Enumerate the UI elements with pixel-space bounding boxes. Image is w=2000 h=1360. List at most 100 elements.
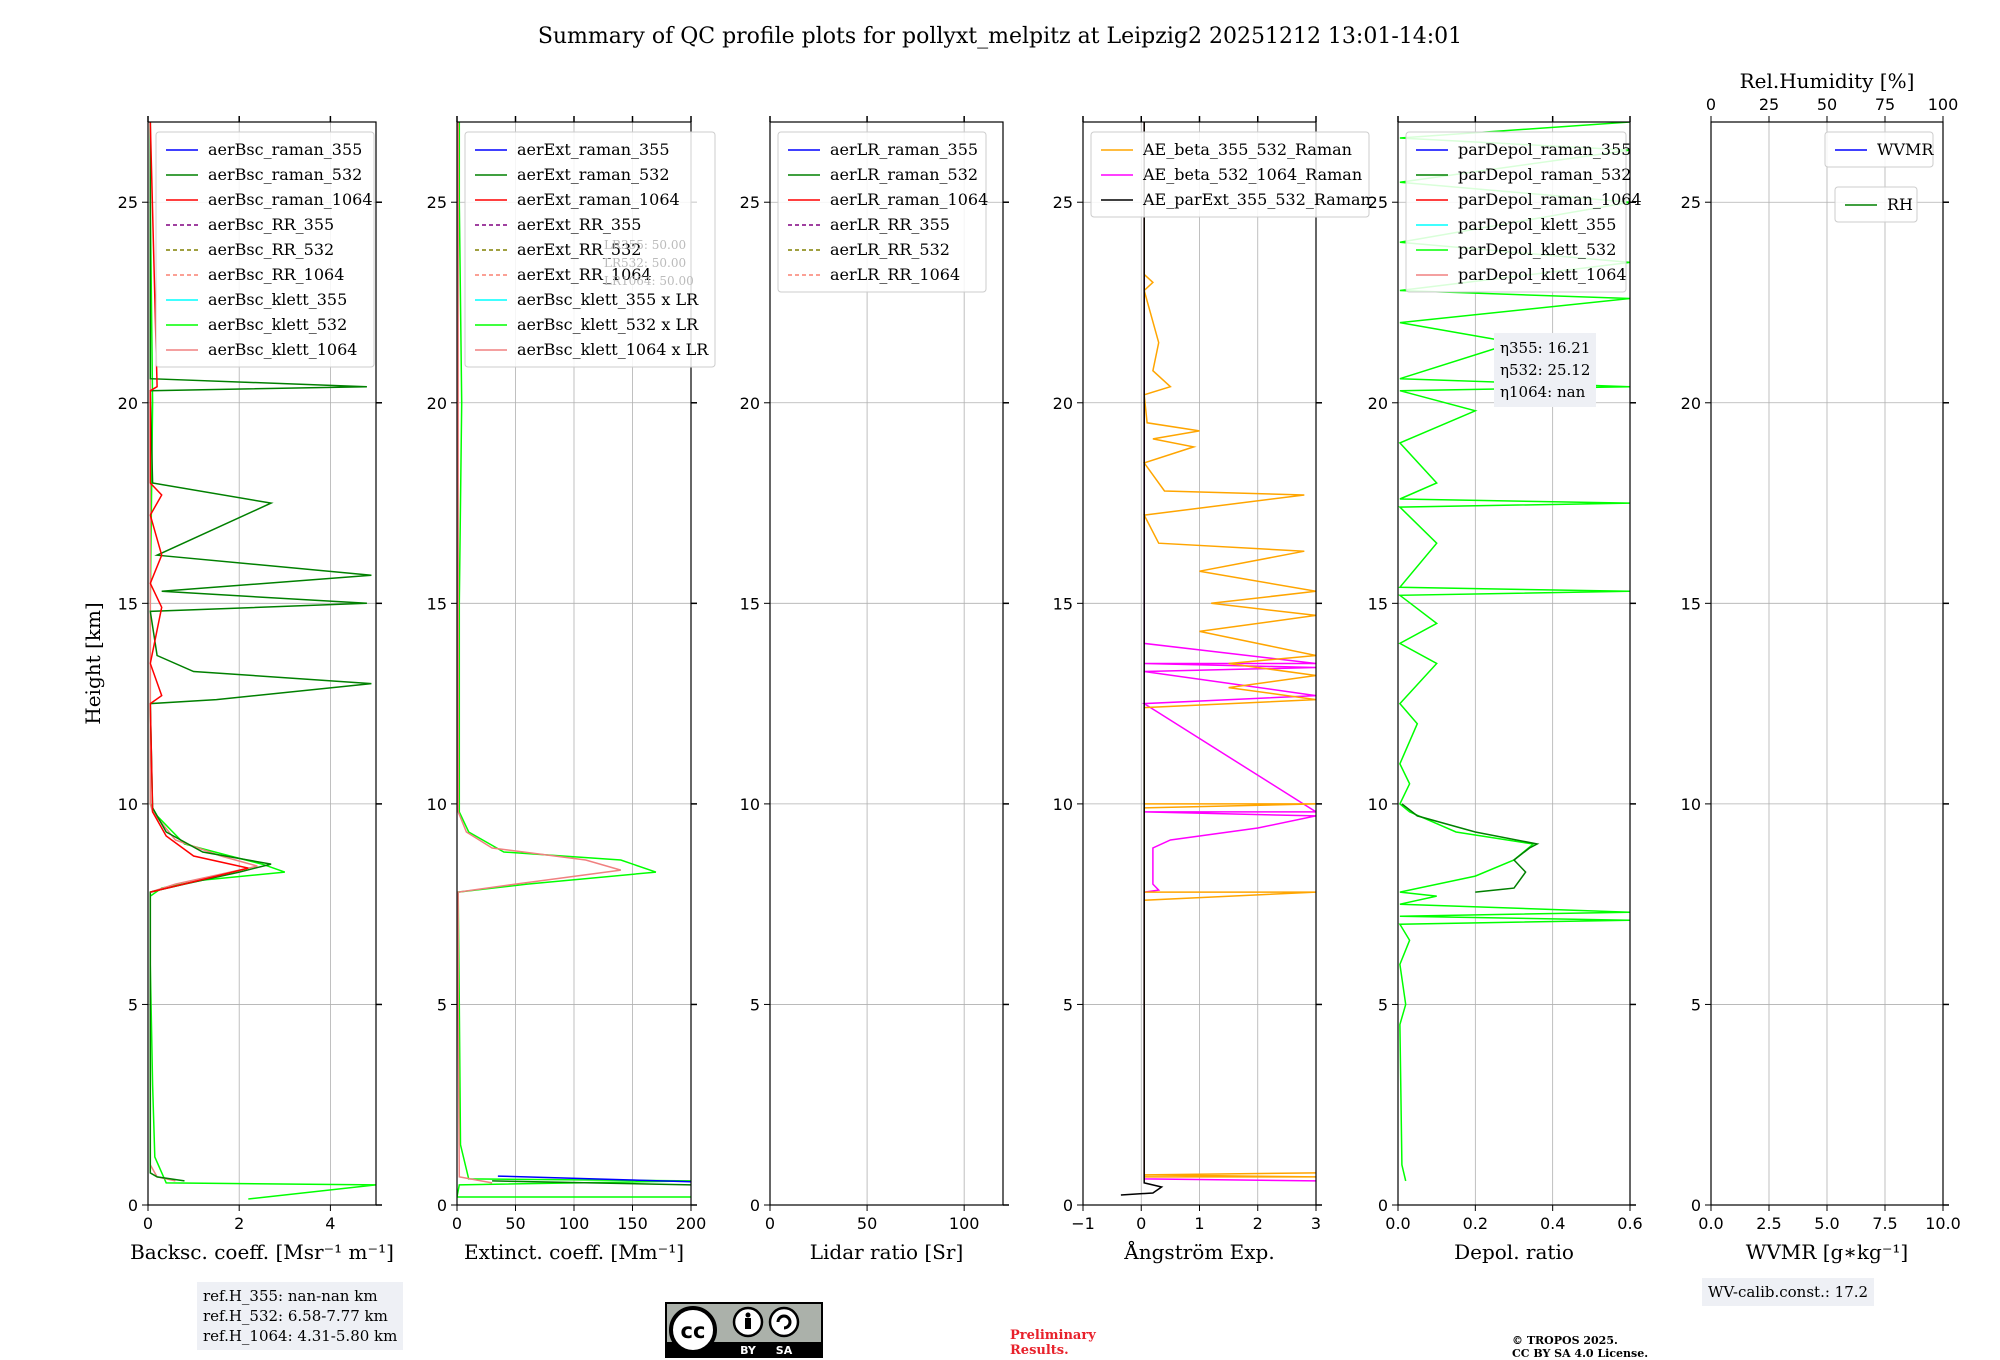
legend-depol: parDepol_raman_355 parDepol_raman_532 parD… [1405,131,1642,293]
x-tick-label: 0 [765,1214,775,1233]
y-tick-label: 10 [1368,795,1388,814]
legend-label: parDepol_klett_355 [1458,215,1616,234]
y-tick-label: 20 [1053,394,1073,413]
sa-icon-arrow [776,1314,792,1330]
legend-lr: aerLR_raman_355 aerLR_raman_532 aerLR_rama… [777,131,988,293]
y-tick-label: 10 [1053,795,1073,814]
legend-label: aerBsc_raman_532 [208,165,362,184]
x-tick-label: 0 [1136,1214,1146,1233]
x-tick-label: 0.2 [1463,1214,1488,1233]
lr-532: LR532: 50.00 [604,256,687,270]
copyright-line-2: CC BY SA 4.0 License. [1512,1347,1649,1360]
refh-355: ref.H_355: nan-nan km [203,1287,378,1305]
lr-1064: LR1064: 50.00 [604,274,694,288]
y-tick-label: 25 [740,193,760,212]
series-AE_parExt_355_532_Raman [1120,122,1164,1196]
y-tick-label: 0 [128,1196,138,1215]
y-tick-label: 15 [1053,594,1073,613]
series-parDepol_klett_532 [1398,122,1630,1182]
y-tick-label: 5 [128,995,138,1014]
panel-lr: 0 50 100 0 5 10 15 20 25 Lidar ratio [Sr] aerLR_ra… [740,116,1009,1264]
legend-label: aerLR_RR_355 [830,215,950,234]
x-tick-label: 0.6 [1617,1214,1642,1233]
y-tick-label: 0 [1691,1196,1701,1215]
y-tick-label: 25 [118,193,138,212]
top-x-tick-label: 100 [1928,95,1959,114]
legend-frame [1824,131,1934,168]
series-parDepol_raman_532 [1401,803,1540,893]
panel-wv: 0.0 2.5 5.0 7.5 10.0 0 5 10 15 20 25 WVMR [g∗kg⁻¹] 0… [1681,69,1961,1264]
y-tick-label: 15 [740,594,760,613]
legend-label: parDepol_raman_532 [1458,165,1631,184]
legend-ae: AE_beta_355_532_Raman AE_beta_532_1064_Ra… [1090,131,1371,218]
legend-label: parDepol_klett_532 [1458,240,1616,259]
legend-label: aerLR_raman_1064 [830,190,988,209]
y-tick-label: 10 [1681,795,1701,814]
legend-label: parDepol_klett_1064 [1458,265,1627,284]
eta-355: η355: 16.21 [1500,339,1591,357]
eta-note: η355: 16.21 η532: 25.12 η1064: nan [1494,333,1597,407]
panel-ext: 0 50 100 150 200 0 5 10 15 20 25 Extinct. coeff. [M… [427,116,716,1264]
axes-frame [769,121,1004,1206]
legend-label: aerBsc_RR_1064 [208,265,344,284]
top-x-tick-label: 75 [1875,95,1895,114]
legend-label: aerLR_RR_532 [830,240,950,259]
legend-frame [155,131,375,368]
series-aerBsc_klett_1064 x LR [457,122,622,1184]
legend-label: parDepol_raman_1064 [1458,190,1642,209]
y-tick-label: 10 [118,795,138,814]
eta-1064: η1064: nan [1500,383,1586,401]
legend-label: AE_parExt_355_532_Raman [1142,190,1371,209]
top-axis-label: Rel.Humidity [%] [1740,69,1915,93]
refh-1064: ref.H_1064: 4.31-5.80 km [203,1327,398,1345]
legend-label: aerExt_RR_1064 [517,265,652,284]
legend-label: WVMR [1877,140,1934,159]
legend-label: aerExt_raman_355 [517,140,670,159]
x-axis-label: Lidar ratio [Sr] [810,1240,964,1264]
y-tick-label: 25 [427,193,447,212]
y-tick-label: 5 [1378,995,1388,1014]
x-tick-label: −1 [1071,1214,1095,1233]
legend-label: aerBsc_klett_532 x LR [517,315,699,334]
by-icon-body [745,1318,751,1329]
y-axis-label: Height [km] [81,602,105,724]
legend-label: aerLR_RR_1064 [830,265,960,284]
y-tick-label: 15 [118,594,138,613]
legend-frame [777,131,987,293]
axes-frame [147,121,377,1206]
legend-label: AE_beta_532_1064_Raman [1142,165,1362,184]
cc-sa-label: SA [776,1344,793,1357]
y-tick-label: 20 [740,394,760,413]
y-tick-label: 20 [427,394,447,413]
y-tick-label: 15 [1368,594,1388,613]
y-tick-label: 10 [427,795,447,814]
x-tick-label: 10.0 [1925,1214,1961,1233]
y-tick-label: 20 [118,394,138,413]
x-axis-label: Ångström Exp. [1123,1239,1274,1264]
refh-532: ref.H_532: 6.58-7.77 km [203,1307,388,1325]
legend-bsc: aerBsc_raman_355 aerBsc_raman_532 aerBsc_r… [155,131,375,368]
legend-ext: aerExt_raman_355 aerExt_raman_532 aerExt_r… [464,131,716,368]
x-tick-label: 5.0 [1814,1214,1839,1233]
legend-label: aerBsc_klett_532 [208,315,347,334]
x-tick-label: 0 [452,1214,462,1233]
legend-label: aerBsc_raman_355 [208,140,362,159]
legend-label: aerBsc_raman_1064 [208,190,373,209]
preliminary-line-1: Preliminary [1010,1328,1096,1343]
y-tick-label: 25 [1368,193,1388,212]
preliminary-line-2: Results. [1010,1343,1069,1358]
x-tick-label: 0 [143,1214,153,1233]
y-tick-label: 15 [1681,594,1701,613]
legend-label: aerExt_raman_1064 [517,190,680,209]
x-tick-label: 100 [559,1214,590,1233]
series-AE_beta_355_532_Raman [1142,122,1316,1178]
y-tick-label: 5 [1063,995,1073,1014]
x-tick-label: 0.4 [1540,1214,1565,1233]
y-tick-label: 0 [1378,1196,1388,1215]
panel-bsc: 0 2 4 0 5 10 15 20 25 Backsc. coeff. [Msr⁻¹ m⁻¹] H… [81,116,394,1264]
figure-title: Summary of QC profile plots for pollyxt_… [538,24,1462,49]
x-tick-label: 50 [505,1214,525,1233]
legend-label: aerLR_raman_532 [830,165,978,184]
x-tick-label: 3 [1311,1214,1321,1233]
